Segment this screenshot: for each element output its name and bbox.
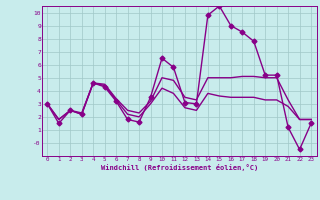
X-axis label: Windchill (Refroidissement éolien,°C): Windchill (Refroidissement éolien,°C) [100, 164, 258, 171]
